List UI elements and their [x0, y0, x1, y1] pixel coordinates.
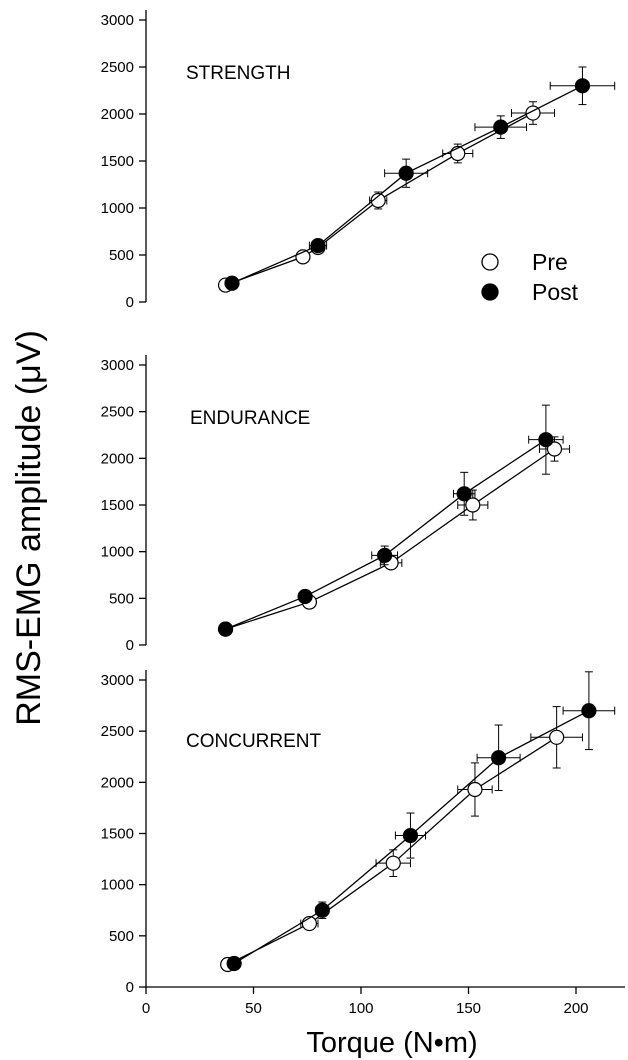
y-tick-label: 1000 [101, 200, 134, 217]
data-point-pre [385, 855, 401, 871]
x-tick-label: 0 [142, 1000, 150, 1017]
series-post [226, 671, 616, 972]
y-tick-label: 1500 [101, 153, 134, 170]
y-tick-label: 0 [126, 979, 134, 996]
data-point-post [402, 827, 419, 844]
data-point-post [398, 165, 414, 181]
series-pre [217, 436, 571, 637]
data-point-post [377, 547, 393, 564]
y-tick-label: 0 [126, 294, 134, 311]
data-point-post [297, 588, 313, 605]
legend-pre-marker [481, 253, 499, 271]
y-tick-label: 2000 [101, 774, 134, 791]
y-tick-label: 1500 [101, 826, 134, 843]
series-line-pre [225, 448, 555, 630]
data-point-post [538, 432, 554, 448]
y-tick-label: 500 [109, 590, 134, 607]
legend-post-label: Post [532, 279, 579, 305]
data-point-post [226, 955, 242, 972]
legend-post-marker [481, 283, 499, 301]
data-point-post [491, 750, 507, 766]
data-point-post [224, 275, 240, 291]
y-tick-label: 3000 [101, 12, 134, 29]
panel-strength: 0 500 1000 1500 2000 2500 3000 STRENGTH [101, 10, 616, 311]
data-point-post [217, 621, 234, 637]
panel-endurance: 0 500 1000 1500 2000 2500 3000 ENDURANCE [101, 355, 571, 654]
data-point-post [314, 902, 330, 918]
panels: 050010001500200025003000STRENGTH05001000… [101, 10, 625, 1017]
y-tick-label: 3000 [101, 357, 134, 374]
panel-title: CONCURRENT [186, 731, 322, 752]
panel-title: ENDURANCE [190, 408, 310, 429]
series-post [224, 66, 616, 291]
series-line-pre [225, 112, 534, 286]
y-tick-label: 2000 [101, 450, 134, 467]
y-tick-label: 500 [109, 247, 134, 264]
data-point-post [310, 238, 326, 254]
data-point-pre [467, 781, 483, 798]
x-tick-label: 150 [456, 1000, 481, 1017]
data-point-pre [370, 192, 386, 209]
y-axis-label: RMS-EMG amplitude (μV) [10, 330, 48, 726]
y-tick-label: 2000 [101, 106, 134, 123]
x-axis-label: Torque (N•m) [306, 1027, 477, 1059]
data-point-pre [549, 729, 565, 745]
series-pre [220, 706, 583, 973]
data-point-post [581, 703, 597, 719]
x-tick-label: 100 [348, 1000, 373, 1017]
y-tick-label: 0 [126, 637, 134, 654]
y-tick-label: 1000 [101, 544, 134, 561]
y-tick-label: 2500 [101, 59, 134, 76]
data-point-post [574, 78, 591, 94]
y-tick-label: 500 [109, 928, 134, 945]
y-tick-label: 2500 [101, 723, 134, 740]
series-post [217, 404, 564, 637]
x-tick-label: 200 [563, 1000, 588, 1017]
data-point-post [493, 119, 509, 135]
panel-concurrent: 0 500 1000 1500 2000 2500 3000 0 50 100 150 200 CONC… [101, 670, 625, 1017]
y-tick-label: 3000 [101, 672, 134, 689]
legend: Pre Post [481, 249, 579, 305]
series-line-post [225, 439, 547, 630]
panel-title: STRENGTH [186, 63, 291, 84]
y-tick-label: 1500 [101, 497, 134, 514]
data-point-pre [465, 497, 481, 513]
x-tick-label: 50 [245, 1000, 262, 1017]
y-tick-label: 2500 [101, 404, 134, 421]
legend-pre-label: Pre [532, 249, 568, 275]
data-point-pre [546, 441, 563, 457]
data-point-post [456, 486, 472, 502]
y-tick-label: 1000 [101, 877, 134, 894]
